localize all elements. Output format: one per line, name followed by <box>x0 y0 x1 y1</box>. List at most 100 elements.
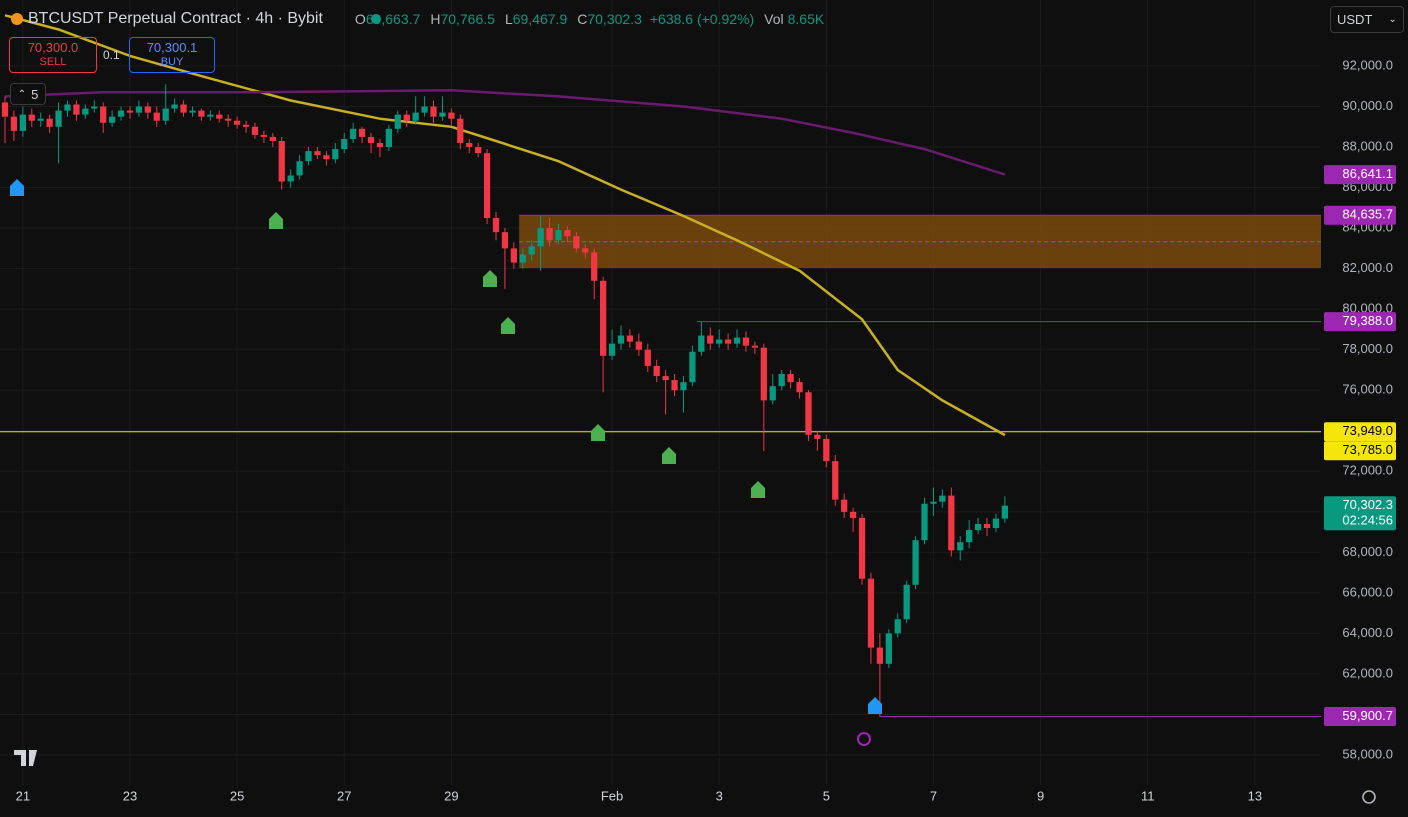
candle-body <box>501 232 509 249</box>
signal-marker <box>483 270 497 287</box>
buy-label: BUY <box>160 56 184 68</box>
candle-body <box>358 128 366 137</box>
candle-body <box>1 102 9 117</box>
candle-body <box>939 495 946 502</box>
candle-body <box>269 136 276 141</box>
signal-marker <box>751 481 765 498</box>
candle-body <box>885 633 892 664</box>
x-tick-label: 13 <box>1248 788 1262 803</box>
quote-select[interactable]: USDT ⌄ <box>1330 6 1404 33</box>
candle-body <box>823 438 830 462</box>
candle-body <box>707 335 714 344</box>
candle-body <box>600 280 607 356</box>
y-tick-label: 82,000.0 <box>1342 260 1393 275</box>
candle-body <box>251 126 259 135</box>
candle-body <box>591 252 598 281</box>
x-tick-label: 7 <box>930 788 937 803</box>
candle-body <box>778 374 785 387</box>
time-axis <box>0 785 1320 817</box>
change: +638.6 (+0.92%) <box>649 11 755 27</box>
price-tag-label: 79,388.0 <box>1342 313 1393 328</box>
candle-body <box>948 495 955 551</box>
candle-body <box>439 112 446 117</box>
buy-button[interactable]: 70,300.1 BUY <box>129 37 215 73</box>
candle-body <box>341 138 348 150</box>
x-tick-label: 5 <box>823 788 830 803</box>
candle-body <box>796 382 803 393</box>
candle-body <box>466 143 473 148</box>
candle-body <box>126 110 134 113</box>
price-tag-countdown: 02:24:56 <box>1342 513 1393 528</box>
signal-marker <box>591 424 605 441</box>
price-tag-label: 73,785.0 <box>1342 442 1393 457</box>
candle-body <box>510 248 517 263</box>
candle-body <box>296 161 303 176</box>
candle-body <box>457 118 464 144</box>
candle-body <box>760 347 767 401</box>
candle-body <box>680 382 687 391</box>
candle-body <box>412 112 419 121</box>
candle-body <box>564 230 571 237</box>
x-tick-label: 9 <box>1037 788 1044 803</box>
candle-body <box>519 254 526 263</box>
candle-body <box>573 236 580 249</box>
price-tag-label: 86,641.1 <box>1342 166 1393 181</box>
candle-body <box>546 228 553 241</box>
candle-body <box>814 434 821 439</box>
candle-body <box>73 104 80 115</box>
candle-body <box>832 461 839 500</box>
candle-body <box>421 106 428 113</box>
candle-body <box>28 114 35 121</box>
candle-body <box>144 106 151 113</box>
candle-body <box>207 114 214 117</box>
candle-body <box>841 499 848 512</box>
y-tick-label: 72,000.0 <box>1342 463 1393 478</box>
candle-body <box>903 584 910 620</box>
candle-body <box>100 106 107 123</box>
quantity[interactable]: 0.1 <box>103 48 120 62</box>
candle-body <box>992 518 1000 529</box>
tv-logo[interactable] <box>14 750 37 766</box>
candle-body <box>314 151 321 156</box>
candle-body <box>492 217 500 233</box>
buy-price: 70,300.1 <box>146 40 198 55</box>
candle-body <box>626 335 634 342</box>
candle-body <box>189 110 196 113</box>
price-tag-label: 73,949.0 <box>1342 423 1393 438</box>
candle-body <box>82 108 89 115</box>
candle-body <box>689 351 696 383</box>
candle-body <box>1001 505 1008 519</box>
sell-button[interactable]: 70,300.0 SELL <box>9 37 97 73</box>
symbol[interactable]: BTCUSDT Perpetual Contract · 4h · Bybit <box>28 10 323 27</box>
indicators-toggle[interactable]: ⌃ 5 <box>10 83 46 105</box>
sell-label: SELL <box>39 56 67 68</box>
vol-value: 8.65K <box>787 11 825 27</box>
coin-icon <box>11 13 23 25</box>
ohlc-key: O <box>354 11 366 27</box>
ohlc-key: H <box>430 11 441 27</box>
candle-body <box>528 246 535 255</box>
candle-body <box>91 106 98 109</box>
candle-body <box>385 128 393 148</box>
candle-body <box>912 540 919 585</box>
candle-body <box>376 143 384 148</box>
candle-body <box>966 530 973 543</box>
candle-body <box>394 114 401 129</box>
price-tag <box>1324 205 1396 225</box>
y-tick-label: 80,000.0 <box>1342 301 1393 316</box>
candle-body <box>644 349 651 366</box>
candle-body <box>537 228 544 247</box>
alarm-icon[interactable] <box>857 732 871 746</box>
settings-icon[interactable] <box>1362 790 1376 804</box>
candle-body <box>957 542 964 551</box>
price-tag <box>1324 441 1396 461</box>
y-tick-label: 78,000.0 <box>1342 341 1393 356</box>
candle-body <box>858 517 866 579</box>
candle-body <box>403 114 410 121</box>
candle-body <box>582 248 589 253</box>
candle-body <box>260 134 268 137</box>
quote: USDT <box>1337 12 1373 27</box>
ohlc-key: L <box>504 11 513 27</box>
candle-body <box>242 124 250 127</box>
